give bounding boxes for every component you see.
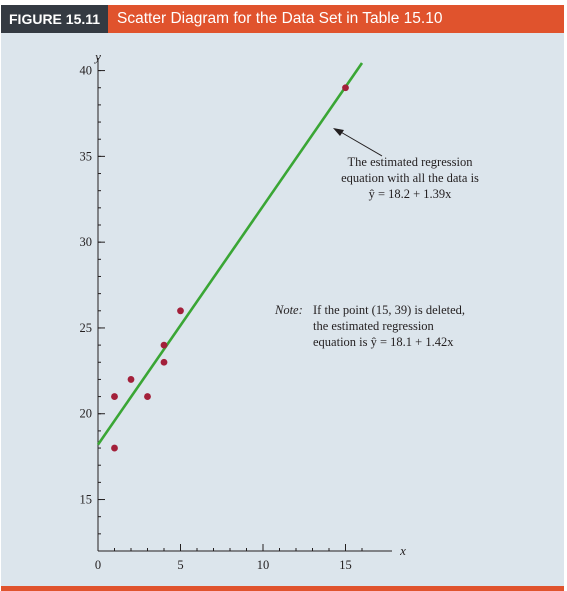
data-point — [111, 393, 118, 400]
y-tick-label: 15 — [80, 493, 93, 507]
data-point — [111, 444, 118, 452]
x-tick-label: 0 — [95, 558, 101, 572]
y-tick-label: 35 — [80, 149, 93, 163]
chart-panel — [1, 33, 564, 586]
figure-label: FIGURE 15.11 — [1, 5, 109, 33]
bottom-rule — [1, 586, 564, 591]
data-point — [177, 307, 184, 315]
x-axis-label: x — [399, 543, 406, 558]
regression-line — [96, 62, 364, 446]
data-point — [144, 393, 151, 400]
y-axis-label: y — [93, 49, 101, 64]
x-tick-label: 15 — [339, 558, 352, 572]
data-point — [160, 358, 168, 366]
regression-line-layer — [96, 62, 364, 446]
deleted-point-annotation: Note: If the point (15, 39) is deleted, … — [274, 303, 465, 349]
regression-note-line-2: equation with all the data is — [341, 171, 479, 185]
y-tick-label: 40 — [80, 64, 93, 78]
figure-header: FIGURE 15.11 Scatter Diagram for the Dat… — [1, 5, 564, 33]
data-point — [342, 84, 349, 92]
data-point — [160, 341, 168, 349]
y-tick-label: 25 — [80, 321, 93, 335]
regression-annotation: The estimated regression equation with a… — [333, 128, 479, 201]
x-tick-label: 5 — [177, 558, 183, 572]
deleted-note-line-3: equation is ŷ = 18.1 + 1.42x — [313, 335, 454, 349]
points-layer — [111, 84, 349, 452]
deleted-note-prefix: Note: — [274, 303, 303, 317]
annotation-arrow-head — [333, 128, 344, 136]
annotation-arrow-shaft — [338, 130, 383, 157]
y-tick-label: 20 — [80, 407, 93, 421]
figure-title: Scatter Diagram for the Data Set in Tabl… — [117, 10, 443, 27]
x-tick-label: 10 — [257, 558, 270, 572]
ticks: 0 5 10 15 15 20 25 30 35 40 — [80, 64, 363, 572]
y-tick-label: 30 — [80, 235, 93, 249]
deleted-note-line-1: If the point (15, 39) is deleted, — [313, 303, 465, 317]
regression-note-line-3: ŷ = 18.2 + 1.39x — [369, 187, 453, 201]
regression-note-line-1: The estimated regression — [348, 155, 474, 169]
deleted-note-line-2: the estimated regression — [313, 319, 435, 333]
data-point — [127, 376, 135, 383]
